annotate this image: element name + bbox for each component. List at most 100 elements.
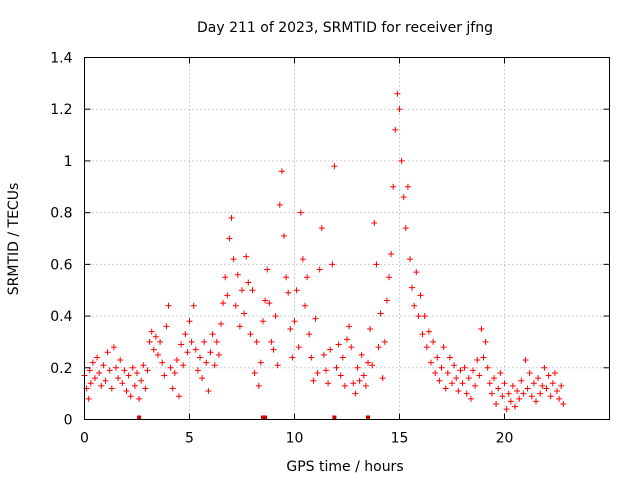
data-point	[396, 106, 403, 113]
data-point	[425, 328, 432, 335]
data-point	[554, 388, 560, 395]
data-point	[291, 318, 298, 325]
data-point	[522, 357, 529, 364]
data-point	[465, 375, 472, 382]
y-tick-label: 1.4	[50, 51, 72, 67]
data-point	[350, 380, 357, 387]
data-point	[239, 287, 245, 294]
data-point	[89, 359, 96, 366]
data-point	[440, 344, 447, 351]
data-point	[549, 380, 556, 387]
data-point	[344, 336, 350, 343]
gap-marker	[332, 415, 337, 420]
data-point	[457, 367, 464, 374]
data-point	[375, 344, 382, 351]
data-point	[535, 375, 542, 382]
data-point	[400, 194, 407, 201]
data-point	[106, 367, 113, 374]
data-point	[537, 390, 544, 397]
data-point	[117, 357, 124, 364]
data-point	[316, 266, 323, 273]
data-point	[484, 364, 491, 371]
data-point	[480, 354, 487, 361]
data-point	[264, 266, 271, 273]
data-point	[512, 403, 518, 410]
data-point	[373, 261, 380, 268]
data-point	[243, 253, 250, 260]
data-point	[100, 362, 107, 369]
data-point	[190, 302, 197, 309]
data-point	[121, 367, 128, 374]
data-point	[478, 326, 485, 332]
data-point	[123, 388, 130, 395]
data-point	[379, 375, 386, 382]
data-point	[152, 333, 159, 340]
data-point	[274, 362, 281, 369]
data-point	[507, 398, 514, 405]
data-point	[234, 271, 241, 278]
y-axis-label: SRMTID / TECUs	[6, 183, 22, 296]
data-point	[436, 377, 443, 384]
data-point	[365, 359, 371, 366]
x-axis: 0 5 10 15 20	[80, 57, 513, 447]
data-point	[86, 367, 93, 374]
data-point	[142, 385, 149, 392]
data-point	[281, 232, 287, 239]
data-point	[442, 385, 449, 392]
y-tick-label: 0.8	[50, 206, 72, 222]
data-point	[232, 302, 239, 309]
data-point	[289, 354, 296, 361]
data-point	[472, 382, 479, 389]
x-tick-label: 0	[80, 431, 89, 447]
data-point	[409, 284, 416, 291]
data-point	[205, 388, 212, 395]
data-point	[556, 395, 563, 402]
data-point	[96, 369, 103, 376]
data-point	[369, 362, 376, 369]
data-point	[352, 390, 359, 397]
chart-title: Day 211 of 2023, SRMTID for receiver jfn…	[197, 20, 493, 36]
data-point	[188, 338, 195, 345]
data-point	[115, 375, 122, 382]
data-point	[421, 313, 428, 320]
data-point	[528, 393, 535, 400]
data-point	[146, 338, 153, 345]
data-point	[325, 380, 332, 387]
data-point	[381, 338, 388, 345]
x-tick-label: 15	[391, 431, 409, 447]
data-point	[470, 367, 476, 374]
data-point	[241, 310, 248, 317]
data-point	[182, 331, 189, 338]
data-point	[526, 369, 533, 376]
data-point	[148, 328, 155, 335]
data-point	[329, 261, 336, 268]
data-point	[360, 372, 367, 379]
data-point	[331, 163, 338, 170]
data-point	[213, 338, 220, 345]
data-point	[476, 372, 483, 379]
data-point	[308, 354, 315, 361]
data-point	[218, 320, 224, 327]
data-point	[514, 388, 521, 395]
data-point	[276, 201, 283, 208]
data-point	[199, 375, 206, 382]
data-point	[386, 274, 392, 281]
data-point	[392, 126, 399, 133]
data-point	[194, 367, 201, 374]
data-point	[423, 344, 430, 351]
data-point	[144, 367, 151, 374]
data-point	[327, 346, 334, 353]
data-point	[140, 362, 147, 369]
y-tick-label: 0.2	[50, 361, 72, 377]
data-point	[270, 346, 277, 353]
data-point	[463, 390, 470, 397]
data-point	[348, 344, 355, 351]
data-point	[255, 382, 262, 389]
data-point	[163, 323, 170, 330]
data-point	[161, 372, 168, 379]
data-point	[354, 364, 361, 371]
data-point	[226, 235, 233, 242]
data-point	[551, 369, 558, 376]
data-point	[165, 302, 172, 309]
data-point	[467, 395, 474, 402]
